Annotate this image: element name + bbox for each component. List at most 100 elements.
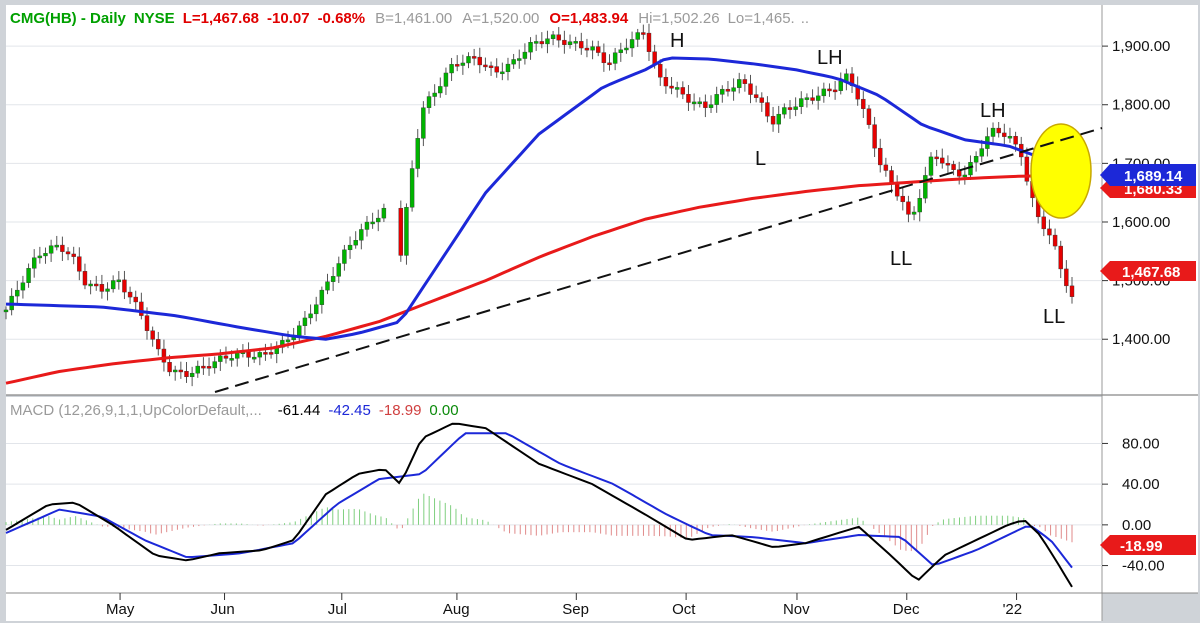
macd-tick-label: 40.00 (1122, 476, 1160, 493)
candle-body (184, 371, 189, 378)
candle-body (889, 170, 894, 184)
candle-body (285, 339, 291, 343)
candle-body (573, 41, 578, 44)
candle-body (787, 107, 793, 110)
candle-body (167, 362, 172, 373)
candle-body (409, 168, 415, 208)
macd-line (5, 422, 1073, 588)
candle-body (956, 169, 962, 177)
candle-body (246, 351, 251, 358)
candle-body (550, 34, 556, 39)
annotation-l: L (755, 148, 766, 170)
candle-body (268, 352, 274, 355)
candle-body (426, 96, 432, 108)
candle-body (263, 352, 268, 355)
candle-body (1052, 234, 1058, 247)
trendline (214, 127, 1103, 393)
candle-body (1047, 228, 1052, 236)
candle-body (32, 257, 37, 269)
macd-signal-value: -18.99 (1120, 538, 1163, 555)
candle-body (759, 97, 764, 103)
candle-body (421, 107, 426, 139)
candle-body (703, 101, 708, 108)
macd-axis: 80.00 40.00 0.00 -40.00 (1102, 435, 1165, 575)
candle-body (928, 156, 934, 176)
candle-body (77, 256, 82, 272)
macd-label: MACD (12,26,9,1,1,UpColorDefault,... (10, 402, 262, 419)
candle-body (144, 315, 150, 331)
candle-body (370, 221, 375, 225)
candle-body (325, 281, 330, 291)
candle-body (624, 47, 629, 51)
candle-body (99, 284, 105, 292)
candle-body (314, 304, 319, 315)
candle-body (161, 348, 167, 363)
candle-body (590, 46, 595, 51)
candle-body (1002, 132, 1007, 137)
candle-body (432, 92, 437, 97)
candle-body (139, 301, 144, 316)
candle-body (336, 263, 341, 277)
candle-body (996, 127, 1001, 134)
macd-tick-label: 0.00 (1122, 517, 1151, 534)
candle-body (601, 52, 607, 64)
blue-ma-value: 1,689.14 (1124, 168, 1183, 185)
change-pct: -0.68% (318, 10, 366, 27)
month-label: Aug (443, 601, 470, 618)
candle-body (347, 244, 353, 251)
candle-body (793, 106, 798, 110)
candle-body (438, 86, 443, 94)
candle-body (483, 64, 488, 68)
blue-ma-badge: 1,689.14 (1100, 164, 1196, 186)
candle-body (765, 102, 770, 117)
candle-body (832, 89, 838, 93)
open-value: O=1,483.94 (549, 10, 628, 27)
candle-body (449, 64, 454, 74)
candle-body (945, 162, 951, 166)
candle-body (302, 317, 308, 326)
candle-body (708, 104, 714, 108)
candle-body (3, 309, 9, 313)
candle-body (567, 41, 573, 45)
macd-header: MACD (12,26,9,1,1,UpColorDefault,... -61.… (10, 402, 459, 419)
candle-body (251, 356, 257, 360)
candle-body (94, 283, 99, 287)
candle-body (686, 93, 691, 103)
candle-body (156, 339, 161, 350)
highlight-circle (1030, 123, 1092, 219)
candle-body (923, 175, 928, 199)
candle-body (962, 174, 968, 178)
candle-body (827, 88, 832, 92)
candle-body (618, 49, 623, 53)
candle-body (1024, 156, 1030, 182)
candle-body (443, 72, 449, 87)
candle-body (838, 81, 843, 91)
candle-body (353, 240, 358, 246)
annotation-ll-2: LL (1043, 306, 1065, 328)
candle-body (110, 280, 116, 290)
candle-body (15, 289, 20, 297)
candle-body (894, 183, 900, 197)
candle-body (917, 198, 922, 213)
candle-body (804, 97, 810, 100)
candle-body (1058, 245, 1063, 270)
candle-body (127, 291, 133, 298)
price-tick-label: 1,400.00 (1112, 331, 1170, 348)
candle-body (731, 87, 736, 92)
last-price-value: 1,467.68 (1122, 264, 1180, 281)
candle-body (229, 358, 234, 361)
candle-body (398, 207, 404, 256)
candle-body (178, 369, 184, 373)
hist-value: -18.99 (379, 402, 422, 419)
candle-body (556, 34, 561, 41)
macd-tick-label: -40.00 (1122, 558, 1165, 575)
candle-body (455, 64, 460, 67)
candle-body (122, 279, 127, 293)
candle-body (612, 52, 618, 64)
candle-body (815, 95, 821, 101)
month-label: Jul (328, 601, 347, 618)
candle-body (488, 65, 494, 69)
candle-body (477, 56, 482, 66)
candle-body (195, 365, 200, 374)
candle-body (511, 59, 516, 65)
